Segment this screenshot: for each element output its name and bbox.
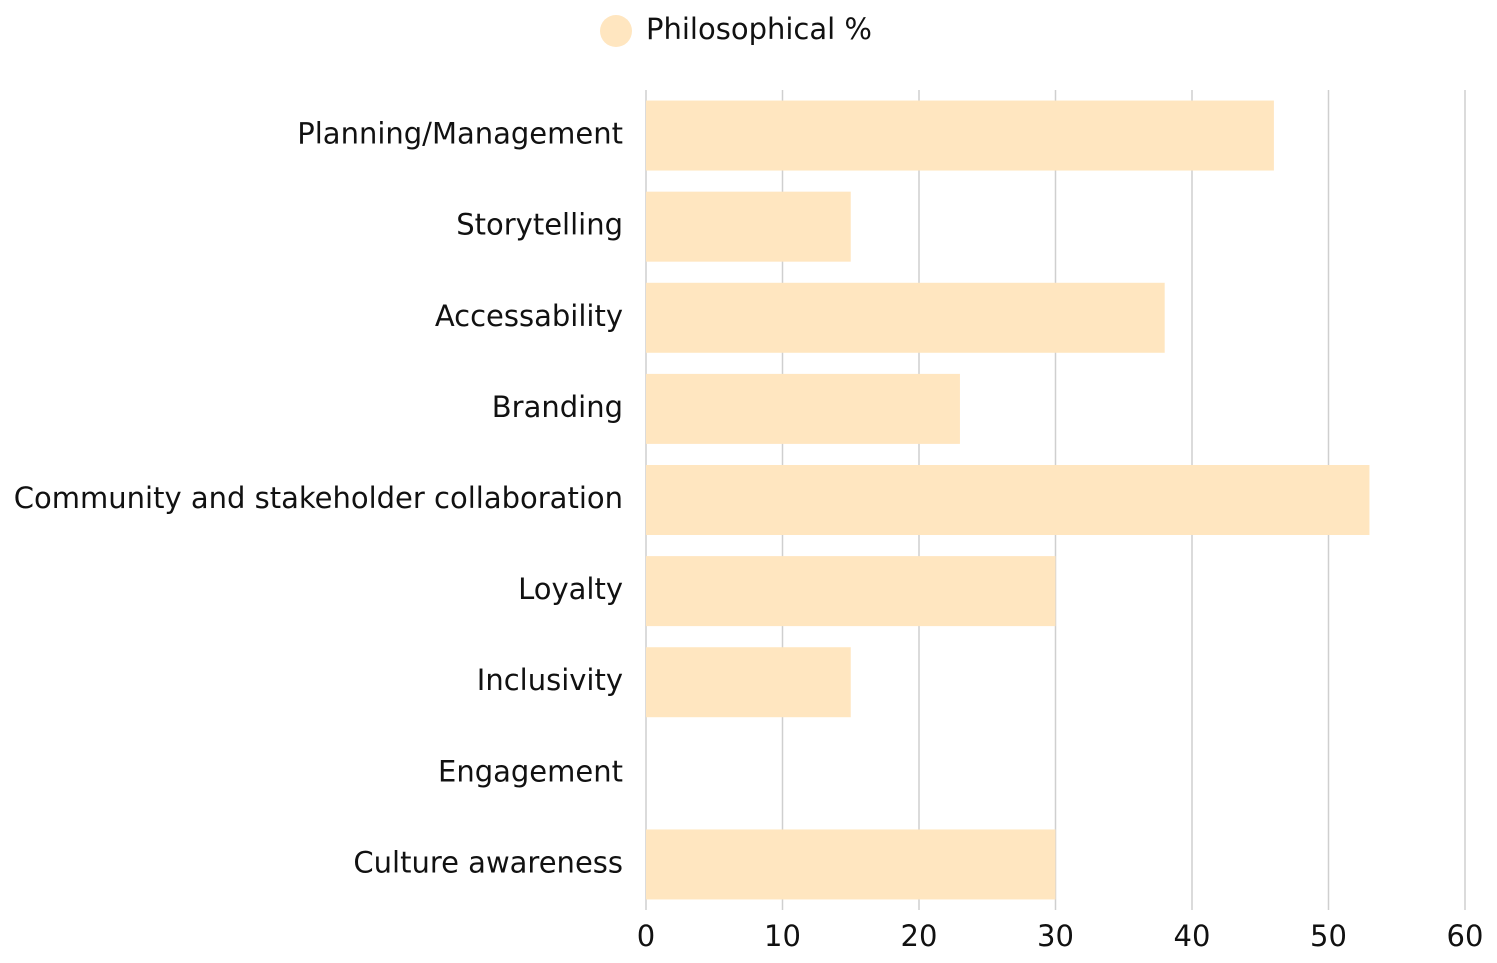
y-tick-label: Planning/Management <box>297 117 623 151</box>
bar <box>646 191 851 262</box>
bar <box>646 373 960 444</box>
y-tick-label: Inclusivity <box>477 663 623 697</box>
x-tick-label: 10 <box>764 919 801 953</box>
x-tick-label: 60 <box>1447 919 1484 953</box>
bar <box>646 282 1165 353</box>
x-tick-label: 0 <box>637 919 655 953</box>
bar <box>646 100 1274 171</box>
bar <box>646 556 1056 627</box>
x-tick-label: 50 <box>1310 919 1347 953</box>
y-tick-label: Community and stakeholder collaboration <box>14 481 623 515</box>
bar <box>646 465 1370 535</box>
bar <box>646 647 851 718</box>
x-tick-label: 40 <box>1174 919 1211 953</box>
y-tick-label: Engagement <box>438 754 623 788</box>
y-tick-label: Culture awareness <box>353 845 623 879</box>
y-tick-label: Storytelling <box>456 208 623 242</box>
legend-label: Philosophical % <box>646 12 872 46</box>
y-tick-label: Branding <box>492 390 623 424</box>
y-tick-label: Accessability <box>435 299 623 333</box>
x-tick-label: 30 <box>1037 919 1074 953</box>
y-tick-label: Loyalty <box>518 572 623 606</box>
bar <box>646 829 1056 900</box>
x-tick-label: 20 <box>901 919 938 953</box>
legend-swatch <box>600 15 632 47</box>
